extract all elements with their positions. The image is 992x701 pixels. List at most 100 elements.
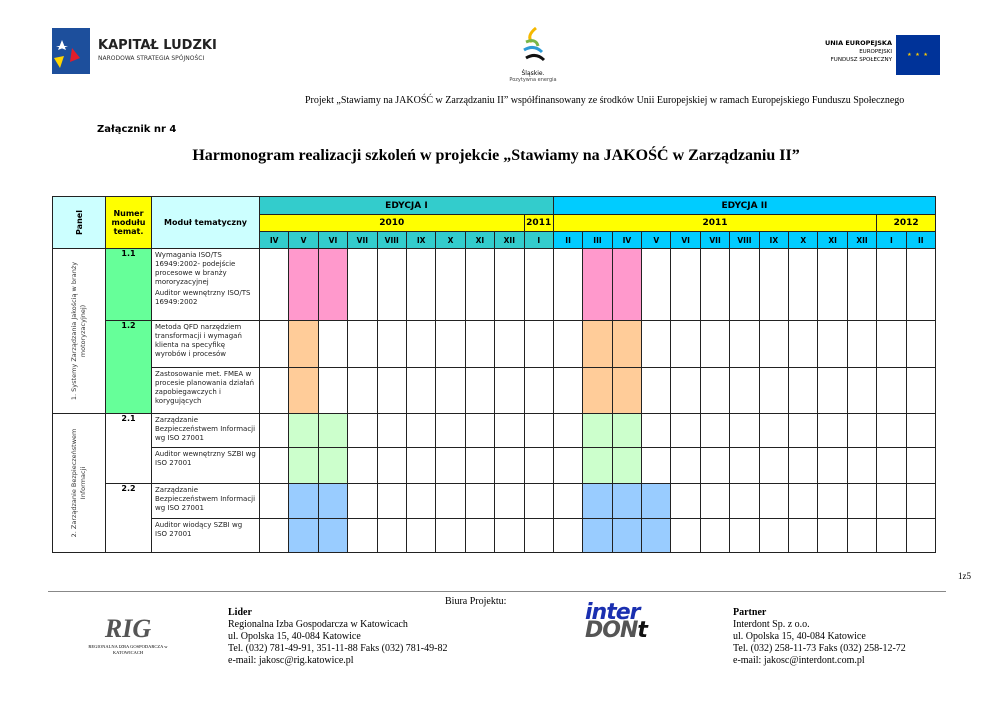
month-cell — [729, 367, 760, 414]
module-text: Metoda QFD narzędziem transformacji i wy… — [155, 323, 242, 358]
lider-email: e-mail: jakosc@rig.katowice.pl — [228, 655, 354, 666]
month-cell — [641, 320, 672, 368]
module-text: Auditor wiodący SZBI wg ISO 27001 — [155, 521, 243, 538]
month-cell — [347, 248, 378, 321]
panel-cell: 2. Zarządzanie Bezpieczeństwem Informacj… — [52, 413, 106, 553]
month-cell — [758, 413, 790, 448]
partner-street: ul. Opolska 15, 40-084 Katowice — [733, 631, 866, 642]
partner-role: Partner — [733, 607, 767, 618]
month-cell — [258, 483, 290, 519]
month-cell — [876, 413, 907, 448]
scheduled-month-cell — [582, 483, 613, 519]
month-header: VIII — [729, 231, 760, 249]
month-cell — [670, 447, 701, 484]
month-cell — [729, 248, 760, 321]
month-cell — [552, 320, 584, 368]
month-cell — [670, 483, 701, 519]
month-cell — [258, 413, 290, 448]
month-cell — [788, 367, 819, 414]
month-cell — [376, 447, 407, 484]
partner-name: Interdont Sp. z o.o. — [733, 619, 810, 630]
month-cell — [494, 447, 525, 484]
month-cell — [376, 367, 407, 414]
lider-street: ul. Opolska 15, 40-084 Katowice — [228, 631, 361, 642]
month-cell — [494, 483, 525, 519]
month-cell — [729, 320, 760, 368]
month-cell — [758, 447, 790, 484]
month-cell — [523, 518, 554, 553]
eu-flag-icon: ★ ★ ★ — [896, 35, 940, 75]
month-cell — [258, 447, 290, 484]
table-row: 1. Systemy Zarządzania Jakością w branży… — [52, 248, 937, 414]
scheduled-month-cell — [582, 320, 613, 368]
partner-phone: Tel. (032) 258-11-73 Faks (032) 258-12-7… — [733, 643, 906, 654]
month-cell — [376, 518, 407, 553]
month-cell — [846, 518, 878, 553]
eu-title: UNIA EUROPEJSKA — [824, 39, 892, 47]
month-cell — [905, 320, 937, 368]
month-cell — [817, 483, 848, 519]
module-description: Auditor wiodący SZBI wg ISO 27001 — [151, 518, 260, 553]
scheduled-month-cell — [288, 518, 319, 553]
month-cell — [317, 367, 349, 414]
scheduled-month-cell — [611, 413, 643, 448]
rig-logo-text: REGIONALNA IZBA GOSPODARCZA w KATOWICACH — [88, 644, 168, 655]
month-cell — [552, 447, 584, 484]
scheduled-month-cell — [641, 518, 672, 553]
annex-label: Załącznik nr 4 — [97, 124, 177, 135]
project-line: Projekt „Stawiamy na JAKOŚĆ w Zarządzani… — [305, 95, 905, 106]
number-header: Numer modułu temat. — [105, 196, 152, 249]
scheduled-month-cell — [288, 248, 319, 321]
month-cell — [876, 320, 907, 368]
month-cell — [758, 367, 790, 414]
module-text: Auditor wewnętrzny SZBI wg ISO 27001 — [155, 450, 256, 467]
kapital-ludzki-subtitle: NARODOWA STRATEGIA SPÓJNOŚCI — [98, 55, 205, 62]
month-cell — [523, 320, 554, 368]
scheduled-month-cell — [582, 447, 613, 484]
month-cell — [405, 518, 437, 553]
month-cell — [876, 447, 907, 484]
month-header: VI — [317, 231, 349, 249]
month-cell — [699, 413, 731, 448]
month-cell — [405, 447, 437, 484]
module-number: 1.2 — [105, 320, 152, 414]
month-cell — [817, 367, 848, 414]
month-header: IV — [258, 231, 290, 249]
month-cell — [670, 367, 701, 414]
month-cell — [876, 483, 907, 519]
page-number: 1z5 — [958, 571, 971, 581]
module-text: Zastosowanie met. FMEA w procesie planow… — [155, 370, 255, 405]
month-cell — [817, 413, 848, 448]
month-cell — [464, 483, 496, 519]
month-cell — [670, 413, 701, 448]
month-cell — [347, 367, 378, 414]
month-cell — [846, 248, 878, 321]
table-row: 2. Zarządzanie Bezpieczeństwem Informacj… — [52, 413, 937, 553]
month-cell — [464, 248, 496, 321]
month-cell — [523, 248, 554, 321]
slaskie-subtitle: Pozytywna energia — [509, 77, 557, 83]
kapital-ludzki-star-icon — [52, 28, 90, 74]
month-header: II — [552, 231, 584, 249]
month-cell — [376, 483, 407, 519]
month-cell — [347, 320, 378, 368]
month-cell — [464, 320, 496, 368]
edition-row: Panel Numer modułu temat. Moduł tematyczny… — [52, 196, 937, 249]
month-cell — [494, 518, 525, 553]
month-cell — [435, 483, 466, 519]
lider-name: Regionalna Izba Gospodarcza w Katowicach — [228, 619, 408, 630]
month-cell — [699, 518, 731, 553]
scheduled-month-cell — [317, 483, 349, 519]
rig-emblem-icon: RIG — [104, 614, 152, 643]
month-row: IV V VI VII VIII IX X XI XII I II III IV V VI VII VIII IX… — [53, 231, 937, 249]
month-cell — [905, 367, 937, 414]
month-header: III — [582, 231, 613, 249]
month-header: VI — [670, 231, 701, 249]
scheduled-month-cell — [317, 248, 349, 321]
month-cell — [464, 447, 496, 484]
month-cell — [641, 413, 672, 448]
lider-address: Lider Regionalna Izba Gospodarcza w Kato… — [228, 607, 447, 667]
month-cell — [523, 413, 554, 448]
month-header: XI — [464, 231, 496, 249]
month-cell — [788, 413, 819, 448]
